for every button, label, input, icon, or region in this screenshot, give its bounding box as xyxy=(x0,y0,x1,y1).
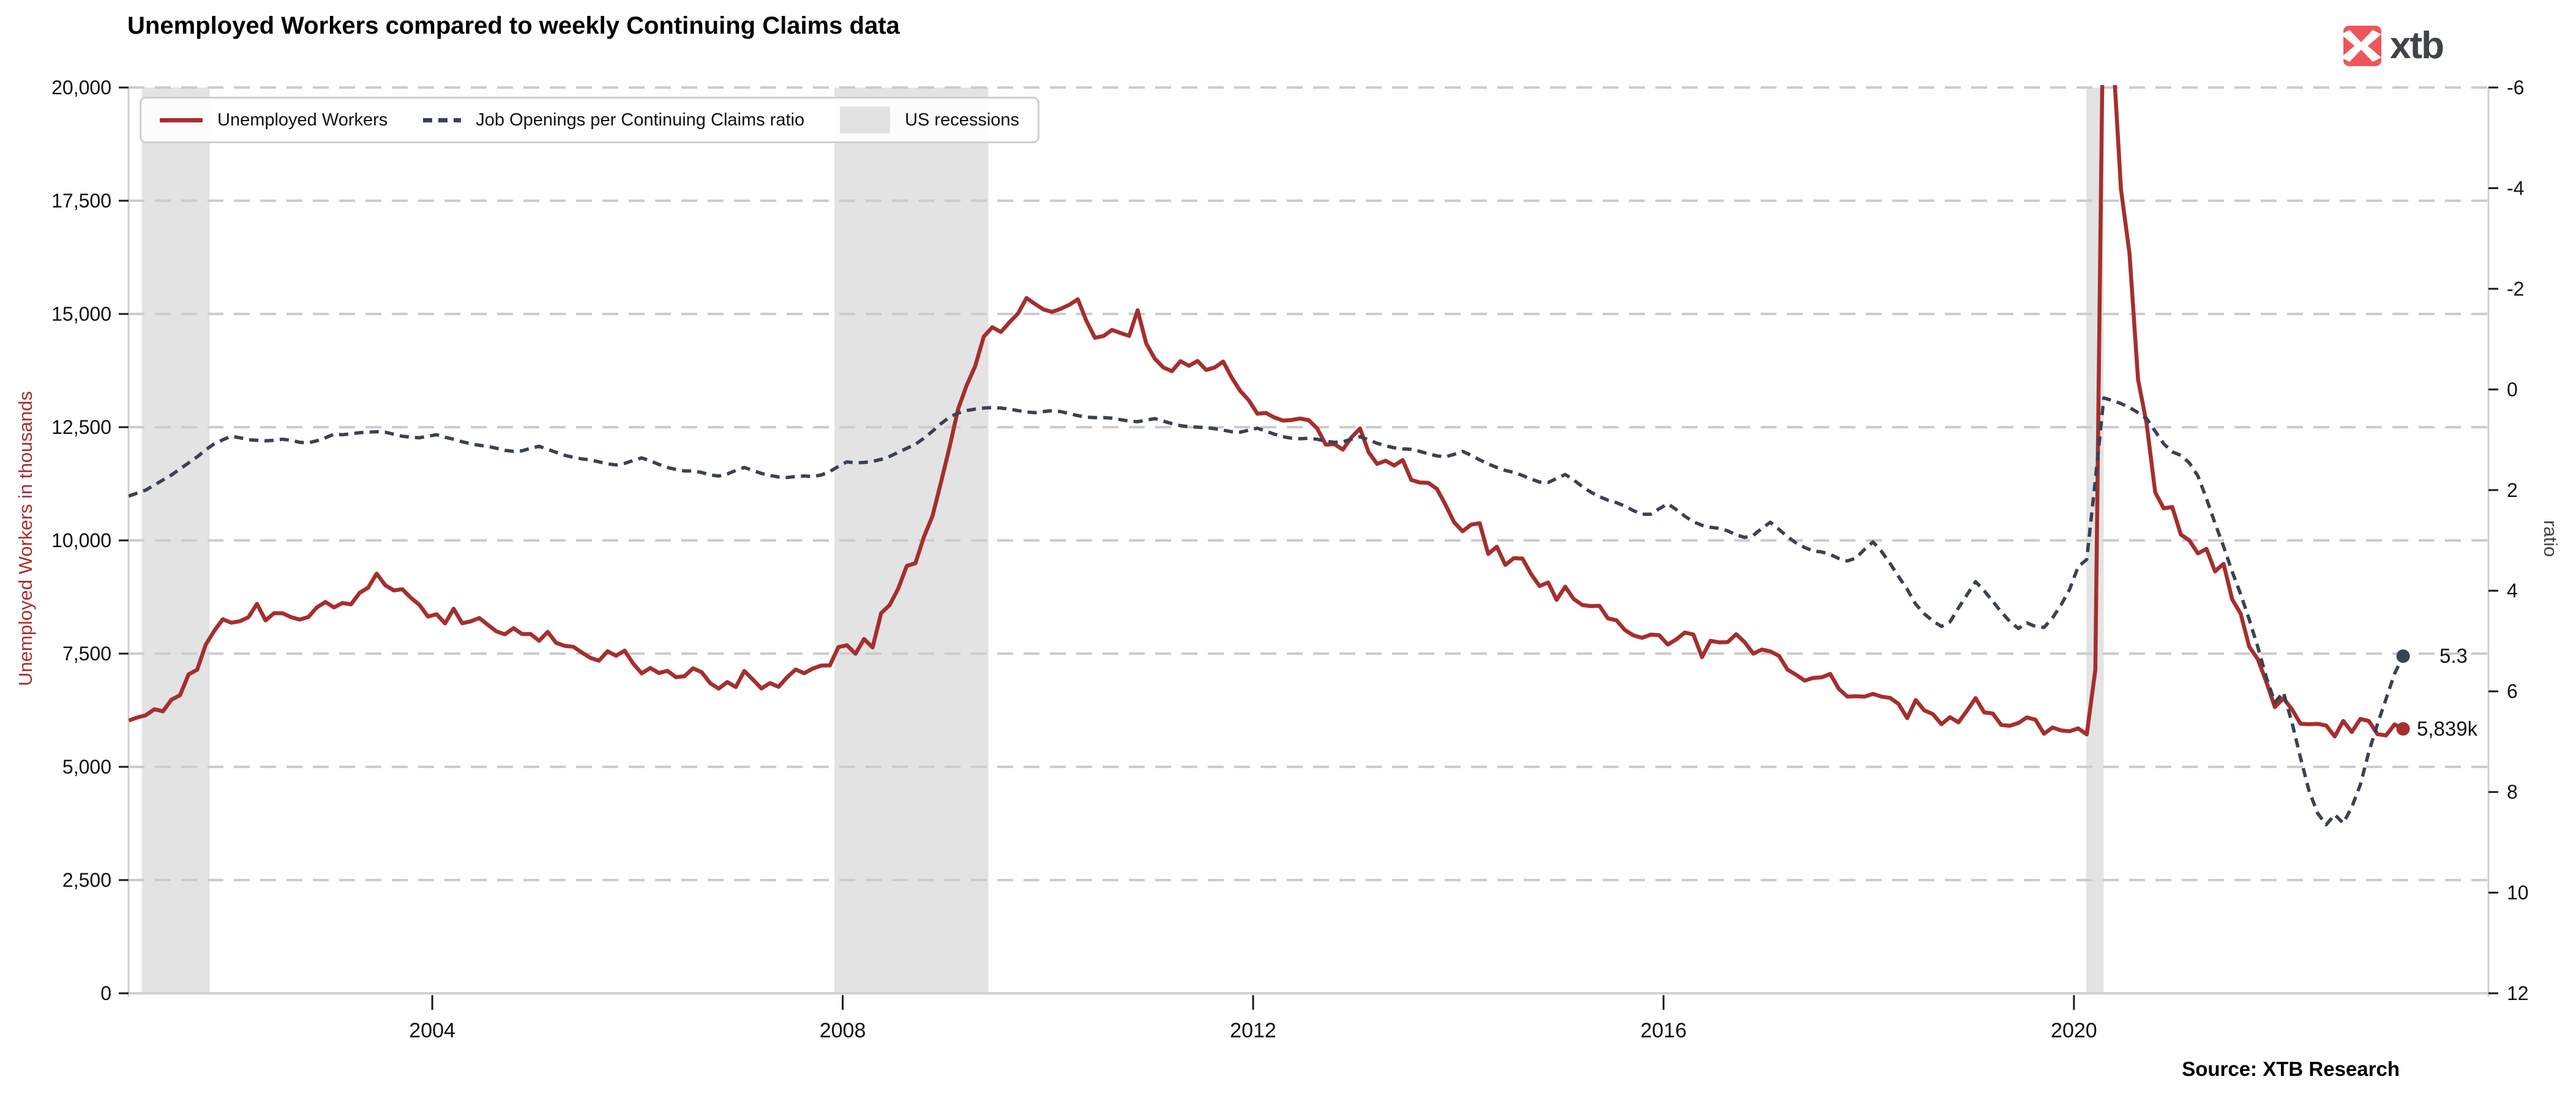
legend-item-ratio: Job Openings per Continuing Claims ratio xyxy=(423,110,804,130)
ratio-end-value-label: 5.3 xyxy=(2439,644,2468,667)
page-title: Unemployed Workers compared to weekly Co… xyxy=(127,12,900,39)
legend-label-ratio: Job Openings per Continuing Claims ratio xyxy=(476,110,805,130)
left-tick-label: 20,000 xyxy=(51,77,111,99)
unemployed-line xyxy=(129,85,2405,739)
x-tick-label: 2004 xyxy=(409,1019,455,1042)
ratio-line xyxy=(129,396,2405,827)
ratio-end-dot xyxy=(2396,649,2410,663)
right-tick-label: 12 xyxy=(2507,982,2529,1004)
left-tick-label: 5,000 xyxy=(62,756,111,778)
left-axis-title: Unemployed Workers in thousands xyxy=(15,391,36,686)
right-tick-label: 0 xyxy=(2507,378,2518,400)
recession-swatch-icon xyxy=(840,106,891,133)
source-note: Source: XTB Research xyxy=(2182,1058,2400,1080)
xtb-logo-text: xtb xyxy=(2390,24,2444,67)
right-tick-label: 6 xyxy=(2507,681,2518,703)
x-tick-label: 2008 xyxy=(820,1019,866,1042)
recession-band xyxy=(834,88,989,993)
chart-legend: Unemployed Workers Job Openings per Cont… xyxy=(140,97,1040,143)
right-tick-label: -4 xyxy=(2507,177,2524,199)
left-tick-label: 15,000 xyxy=(51,303,111,325)
left-tick-label: 0 xyxy=(100,982,111,1004)
right-tick-label: -2 xyxy=(2507,278,2524,300)
xtb-logo: xtb xyxy=(2341,24,2444,67)
left-tick-label: 2,500 xyxy=(62,869,111,891)
right-tick-label: 10 xyxy=(2507,882,2529,904)
right-axis-title: ratio xyxy=(2540,520,2561,558)
unemployed-end-value-label: 5,839k xyxy=(2417,717,2478,740)
legend-item-recessions: US recessions xyxy=(840,106,1019,133)
solid-line-swatch-icon xyxy=(160,118,203,122)
left-tick-label: 12,500 xyxy=(51,416,111,438)
right-tick-label: 8 xyxy=(2507,781,2518,803)
legend-item-unemployed: Unemployed Workers xyxy=(160,110,388,130)
recession-band xyxy=(141,88,210,993)
x-tick-label: 2020 xyxy=(2051,1019,2097,1042)
right-tick-label: 2 xyxy=(2507,479,2518,501)
dashed-line-swatch-icon xyxy=(423,118,462,122)
left-tick-label: 7,500 xyxy=(62,643,111,665)
unemployed-end-dot xyxy=(2396,722,2410,736)
legend-label-recessions: US recessions xyxy=(905,110,1020,130)
legend-label-unemployed: Unemployed Workers xyxy=(217,110,388,130)
right-tick-label: 4 xyxy=(2507,580,2518,602)
left-tick-label: 17,500 xyxy=(51,190,111,212)
x-tick-label: 2012 xyxy=(1230,1019,1276,1042)
left-tick-label: 10,000 xyxy=(51,529,111,551)
right-tick-label: -6 xyxy=(2507,77,2524,99)
x-tick-label: 2016 xyxy=(1641,1019,1687,1042)
xtb-logo-icon xyxy=(2341,26,2381,66)
